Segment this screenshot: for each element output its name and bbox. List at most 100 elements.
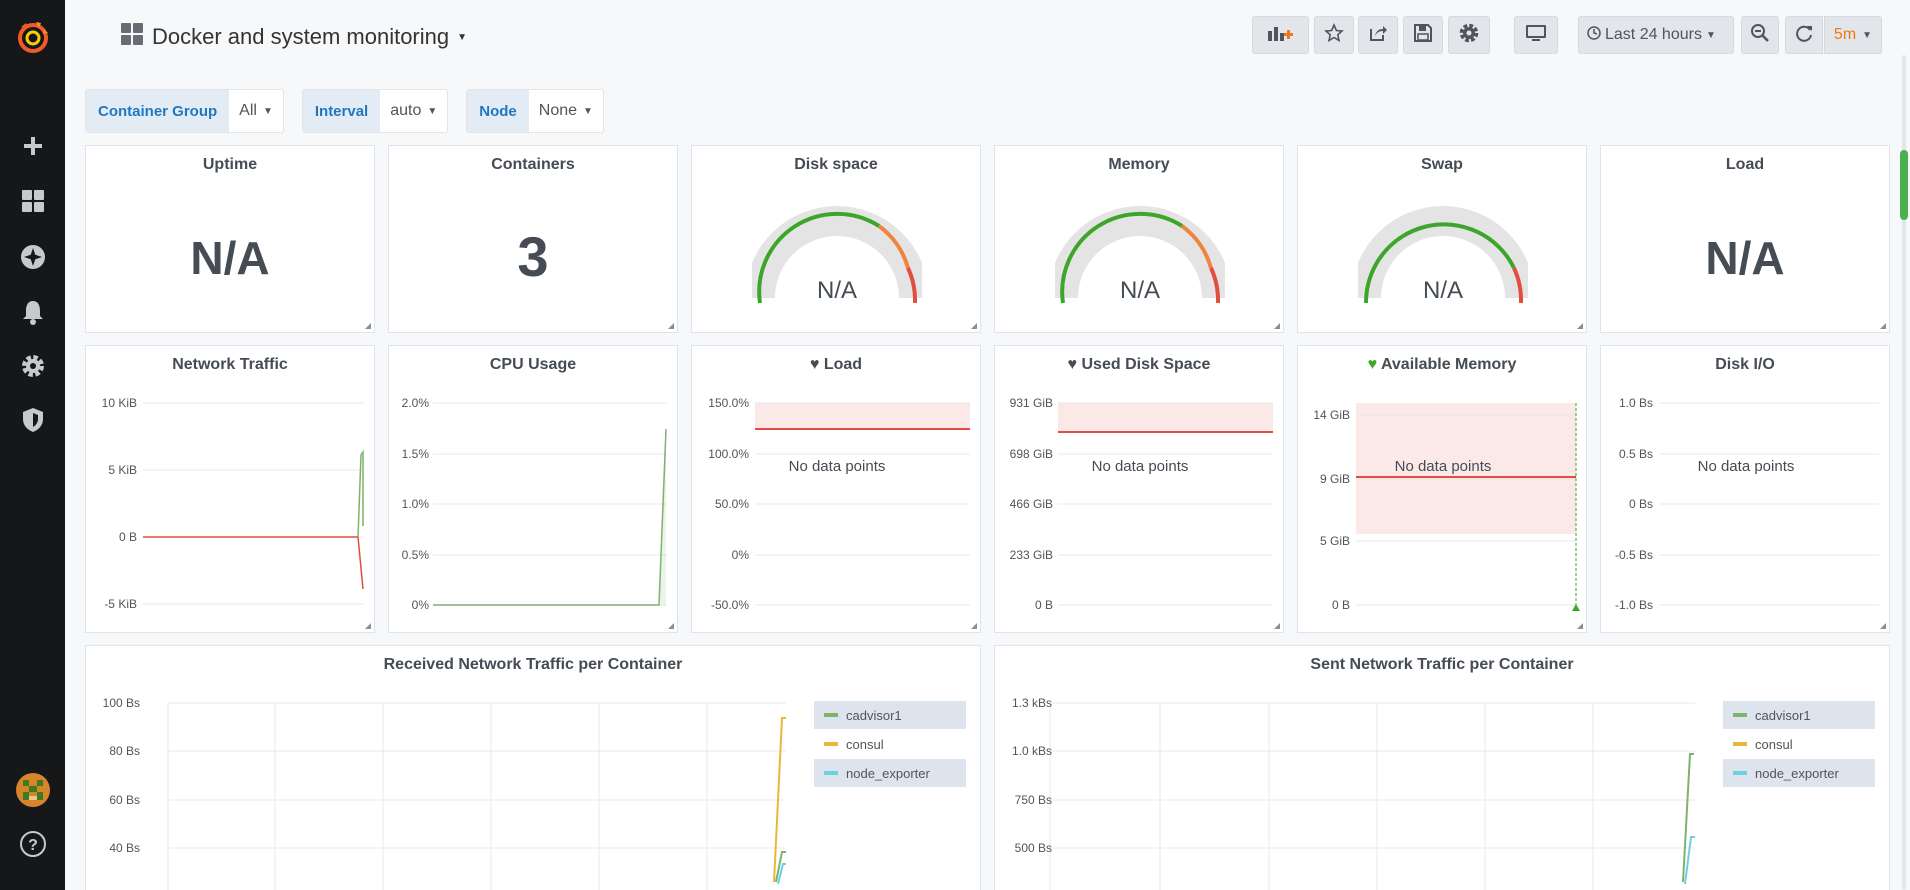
gauge-value: N/A [817,277,857,304]
variable-dropdown[interactable]: None ▼ [528,90,603,132]
panel-load-graph[interactable]: ♥ Load 150.0% 100.0% 50.0% 0% -50.0% No … [691,345,981,633]
scrollbar[interactable] [1898,55,1910,890]
graph: 150.0% 100.0% 50.0% 0% -50.0% No data po… [708,396,970,612]
add-panel-button[interactable] [1252,16,1309,54]
panel-sent-network-traffic[interactable]: Sent Network Traffic per Container 1.3 k… [994,645,1890,890]
variable-interval: Interval auto ▼ [301,89,449,133]
panel-title-wrap[interactable]: ♥ Available Memory [1298,356,1586,374]
legend-item[interactable]: cadvisor1 [814,701,966,729]
y-tick-label: 2.0% [402,396,430,410]
legend-item[interactable]: node_exporter [1723,759,1875,787]
refresh-interval-picker[interactable]: 5m ▼ [1824,16,1882,54]
panel-disk-io[interactable]: Disk I/O 1.0 Bs 0.5 Bs 0 Bs -0.5 Bs -1.0… [1600,345,1890,633]
variable-label: Interval [302,90,381,132]
panel-load-stat[interactable]: Load N/A [1600,145,1890,333]
shield-icon[interactable] [0,400,65,440]
variable-dropdown[interactable]: auto ▼ [380,90,448,132]
variable-dropdown[interactable]: All ▼ [229,90,283,132]
chevron-down-icon: ▼ [1705,29,1716,41]
y-tick-label: 750 Bs [1015,793,1052,807]
panel-title[interactable]: Disk I/O [1715,356,1775,373]
panel-title[interactable]: Uptime [202,156,258,173]
legend-item[interactable]: consul [1723,730,1875,758]
panel-title[interactable]: Network Traffic [172,356,288,373]
panel-title[interactable]: Disk space [794,156,878,173]
resize-handle[interactable] [1577,623,1583,629]
legend-label: cadvisor1 [846,707,902,723]
legend-item[interactable]: cadvisor1 [1723,701,1875,729]
chevron-down-icon: ▼ [262,105,273,117]
explore-icon[interactable] [0,237,65,277]
panel-containers[interactable]: Containers 3 [388,145,678,333]
panel-title[interactable]: CPU Usage [489,356,577,373]
stat-value: 3 [517,225,549,288]
dashboard-title-button[interactable]: Docker and system monitoring ▼ [120,22,467,52]
y-tick-label: 1.0 Bs [1619,396,1653,410]
sidebar: ? [0,0,65,890]
y-tick-label: 0% [412,598,430,612]
panel-title: Used Disk Space [1081,356,1211,373]
share-button[interactable] [1358,16,1398,54]
grafana-logo-icon[interactable] [0,17,65,57]
panel-title[interactable]: Memory [1108,156,1170,173]
bell-icon[interactable] [0,292,65,332]
resize-handle[interactable] [365,323,371,329]
panel-title-wrap[interactable]: ♥ Load [692,356,980,374]
gear-icon[interactable] [0,346,65,386]
series-line [1682,753,1694,883]
panel-available-memory[interactable]: ♥ Available Memory 14 GiB 9 GiB 5 GiB 0 … [1297,345,1587,633]
save-button[interactable] [1403,16,1443,54]
panel-title[interactable]: Received Network Traffic per Container [383,656,683,673]
panel-disk-space[interactable]: Disk space N/A [691,145,981,333]
resize-handle[interactable] [365,623,371,629]
panel-network-traffic[interactable]: Network Traffic 10 KiB 5 KiB 0 B -5 KiB [85,345,375,633]
y-tick-label: 0 B [119,530,137,544]
zoom-out-button[interactable] [1741,16,1779,54]
panel-used-disk-space[interactable]: ♥ Used Disk Space 931 GiB 698 GiB 466 Gi… [994,345,1284,633]
gauge-value: N/A [1120,277,1160,304]
panel-memory[interactable]: Memory N/A [994,145,1284,333]
star-button[interactable] [1314,16,1354,54]
panel-cpu-usage[interactable]: CPU Usage 2.0% 1.5% 1.0% 0.5% 0% [388,345,678,633]
legend-item[interactable]: node_exporter [814,759,966,787]
resize-handle[interactable] [1880,323,1886,329]
chevron-down-icon: ▼ [583,105,593,117]
resize-handle[interactable] [1274,623,1280,629]
panel-title[interactable]: Load [1725,156,1765,173]
panel-title[interactable]: Containers [491,156,575,173]
legend-label: consul [1755,736,1793,752]
panel-uptime[interactable]: Uptime N/A [85,145,375,333]
time-picker-button[interactable]: Last 24 hours ▼ [1578,16,1734,54]
resize-handle[interactable] [668,623,674,629]
dashboards-icon[interactable] [0,181,65,221]
tv-mode-button[interactable] [1514,16,1558,54]
resize-handle[interactable] [971,623,977,629]
series-line [777,863,786,885]
resize-handle[interactable] [668,323,674,329]
resize-handle[interactable] [1274,323,1280,329]
legend-item[interactable]: consul [814,730,966,758]
series-line [773,717,786,883]
resize-handle[interactable] [1577,323,1583,329]
legend-swatch [824,771,838,775]
panel-title-wrap[interactable]: ♥ Used Disk Space [995,356,1283,374]
refresh-interval-label: 5m [1833,26,1857,43]
panel-title[interactable]: Swap [1421,156,1463,173]
panel-swap[interactable]: Swap N/A [1297,145,1587,333]
graph: 10 KiB 5 KiB 0 B -5 KiB [102,396,364,611]
settings-button[interactable] [1448,16,1490,54]
refresh-button[interactable] [1785,16,1823,54]
legend-swatch [1733,771,1747,775]
series-line [775,851,786,883]
panel-received-network-traffic[interactable]: Received Network Traffic per Container 1… [85,645,981,890]
resize-handle[interactable] [971,323,977,329]
heart-icon: ♥ [1367,356,1378,373]
help-icon[interactable]: ? [0,824,65,864]
scrollbar-thumb[interactable] [1900,150,1908,220]
plus-icon[interactable] [0,126,65,166]
y-tick-label: 1.3 kBs [1012,696,1052,710]
avatar[interactable] [0,770,65,810]
series-line [357,449,364,538]
resize-handle[interactable] [1880,623,1886,629]
panel-title[interactable]: Sent Network Traffic per Container [1310,656,1574,673]
